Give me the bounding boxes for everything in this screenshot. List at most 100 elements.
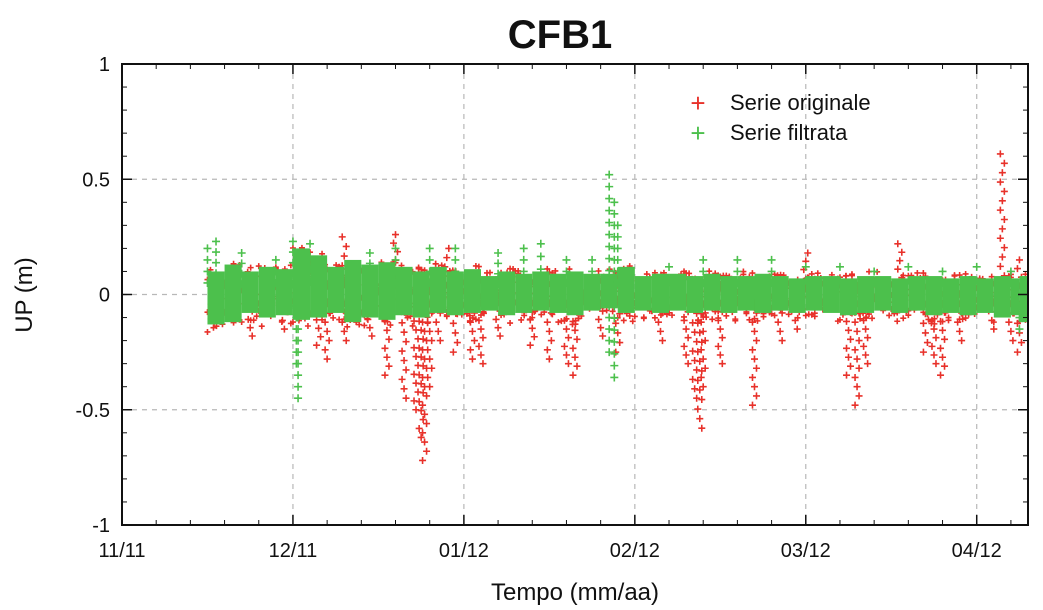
band-filtered bbox=[908, 276, 926, 311]
point-filtered bbox=[605, 230, 614, 239]
point-original bbox=[475, 263, 482, 270]
point-filtered bbox=[365, 280, 374, 289]
point-original bbox=[752, 337, 760, 345]
point-original bbox=[526, 341, 534, 349]
point-original bbox=[723, 312, 730, 319]
point-original bbox=[321, 318, 329, 326]
point-filtered bbox=[306, 277, 315, 286]
point-filtered bbox=[288, 237, 297, 246]
band-filtered bbox=[1019, 276, 1028, 323]
point-original bbox=[449, 319, 457, 327]
point-original bbox=[996, 178, 1004, 186]
point-original bbox=[894, 265, 902, 273]
point-original bbox=[1013, 319, 1021, 327]
point-filtered bbox=[294, 336, 303, 345]
point-original bbox=[898, 248, 906, 256]
point-filtered bbox=[237, 259, 246, 268]
point-original bbox=[669, 312, 676, 319]
point-original bbox=[703, 314, 710, 321]
band-filtered bbox=[498, 271, 516, 316]
point-original bbox=[475, 316, 483, 324]
point-filtered bbox=[613, 267, 622, 276]
point-filtered bbox=[610, 337, 619, 346]
point-original bbox=[434, 327, 442, 335]
point-filtered bbox=[1015, 302, 1024, 311]
point-filtered bbox=[425, 267, 434, 276]
point-filtered bbox=[938, 267, 947, 276]
point-original bbox=[387, 322, 394, 329]
point-original bbox=[1007, 327, 1015, 335]
point-original bbox=[1000, 159, 1008, 167]
y-tick-label: -1 bbox=[92, 515, 110, 537]
band-filtered bbox=[891, 278, 909, 313]
point-filtered bbox=[294, 348, 303, 357]
point-original bbox=[366, 324, 374, 332]
band-filtered bbox=[395, 266, 413, 316]
point-filtered bbox=[494, 280, 503, 289]
point-original bbox=[423, 447, 431, 455]
y-tick-label: 0.5 bbox=[82, 169, 110, 191]
point-original bbox=[748, 373, 756, 381]
band-filtered bbox=[275, 269, 293, 316]
point-filtered bbox=[610, 373, 619, 382]
point-filtered bbox=[767, 278, 776, 287]
point-original bbox=[424, 318, 432, 326]
point-original bbox=[526, 316, 534, 324]
point-filtered bbox=[605, 325, 614, 334]
point-original bbox=[486, 269, 493, 276]
x-tick-label: 04/12 bbox=[952, 540, 1002, 562]
point-original bbox=[415, 424, 423, 432]
point-filtered bbox=[904, 262, 913, 271]
point-filtered bbox=[391, 267, 400, 276]
point-original bbox=[996, 206, 1004, 214]
point-filtered bbox=[288, 248, 297, 257]
point-original bbox=[905, 312, 912, 319]
point-filtered bbox=[212, 248, 221, 257]
point-original bbox=[424, 373, 432, 381]
point-original bbox=[340, 252, 348, 260]
point-original bbox=[732, 316, 739, 323]
point-filtered bbox=[294, 302, 303, 311]
point-original bbox=[204, 328, 211, 335]
point-original bbox=[325, 337, 333, 345]
point-filtered bbox=[425, 278, 434, 287]
point-original bbox=[680, 342, 688, 350]
point-original bbox=[860, 316, 868, 324]
point-original bbox=[472, 316, 479, 323]
point-original bbox=[466, 318, 474, 326]
point-original bbox=[555, 319, 562, 326]
point-original bbox=[923, 339, 931, 347]
point-original bbox=[750, 327, 758, 335]
point-original bbox=[449, 348, 457, 356]
point-original bbox=[595, 268, 602, 275]
x-tick-label: 11/11 bbox=[98, 540, 145, 562]
band-filtered bbox=[241, 271, 259, 313]
point-original bbox=[443, 254, 451, 262]
point-original bbox=[697, 318, 705, 326]
point-original bbox=[718, 334, 726, 342]
point-filtered bbox=[610, 198, 619, 207]
legend-label-filtered: Serie filtrata bbox=[730, 120, 848, 145]
point-original bbox=[694, 319, 702, 327]
point-original bbox=[521, 312, 528, 319]
y-axis-label: UP (m) bbox=[11, 257, 38, 333]
point-original bbox=[698, 338, 706, 346]
point-original bbox=[1017, 339, 1025, 347]
point-filtered bbox=[536, 265, 545, 274]
point-original bbox=[894, 318, 901, 325]
band-filtered bbox=[634, 276, 652, 311]
point-original bbox=[945, 317, 952, 324]
data-points bbox=[203, 150, 1029, 464]
point-original bbox=[1015, 256, 1023, 264]
point-original bbox=[748, 346, 756, 354]
point-original bbox=[417, 407, 425, 415]
point-original bbox=[315, 324, 323, 332]
point-original bbox=[562, 325, 570, 333]
point-filtered bbox=[294, 394, 303, 403]
point-original bbox=[1013, 348, 1021, 356]
band-filtered bbox=[480, 276, 499, 311]
point-original bbox=[1000, 216, 1008, 224]
point-original bbox=[398, 347, 406, 355]
point-original bbox=[573, 335, 581, 343]
point-original bbox=[321, 346, 329, 354]
